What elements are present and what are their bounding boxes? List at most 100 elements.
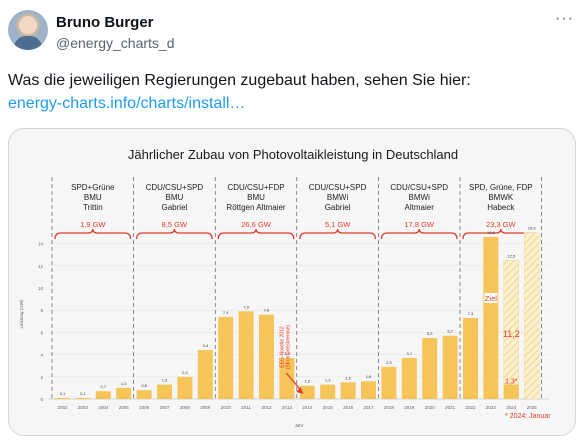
bar-value-label: 3,7: [407, 351, 413, 356]
gov-brace: [217, 228, 295, 240]
bar-value-label: 5,5: [427, 331, 433, 336]
bar-value-label: 12,5: [507, 253, 516, 258]
bar-value-label: 1,0: [121, 381, 127, 386]
x-tick-label: 2022: [465, 405, 476, 410]
eeg-annotation-line1: EEG-Novelle 2012: [279, 326, 285, 368]
avatar-shirt: [14, 36, 42, 50]
x-tick-label: 2005: [119, 405, 130, 410]
x-tick-label: 2006: [139, 405, 150, 410]
bar-value-label: 15,0: [528, 226, 537, 231]
y-tick-label: 12: [38, 264, 44, 269]
x-tick-label: 2002: [57, 405, 68, 410]
bar-value-label: 4,4: [203, 343, 209, 348]
gov-coalition: CDU/CSU+SPD: [390, 183, 448, 192]
data-bar: [463, 317, 478, 399]
bar-value-label: 2,9: [386, 360, 392, 365]
gov-total: 8,5 GW: [162, 220, 188, 229]
gov-brace: [54, 228, 132, 240]
x-tick-label: 2012: [261, 405, 272, 410]
bar-value-label: 1,3: [325, 378, 331, 383]
data-bar: [116, 387, 132, 399]
y-axis-label: Leistung (GW): [19, 299, 24, 329]
target-bar: [524, 232, 540, 400]
x-tick-label: 2021: [445, 405, 456, 410]
data-bar: [401, 357, 417, 399]
x-tick-label: 2025: [527, 405, 538, 410]
gov-coalition: CDU/CSU+SPD: [309, 183, 367, 192]
ziel-label: Ziel: [485, 294, 497, 303]
gov-ministers: Altmaier: [405, 203, 435, 212]
data-bar: [177, 376, 193, 399]
y-tick-label: 14: [38, 242, 44, 247]
y-tick-label: 4: [40, 353, 43, 358]
y-tick-label: 2: [40, 375, 43, 380]
data-bar: [197, 350, 213, 399]
gov-coalition: SPD, Grüne, FDP: [469, 183, 533, 192]
bar-value-label: 1,2: [305, 379, 311, 384]
chart-image-card[interactable]: Jährlicher Zubau von Photovoltaikleistun…: [8, 128, 576, 436]
gov-total: 23,3 GW: [486, 220, 517, 229]
data-bar: [483, 236, 499, 399]
eeg-annotation-line2: (Strompreisbremse): [285, 325, 291, 370]
bar-value-label: 7,4: [223, 310, 229, 315]
gov-ministry: BMWi: [409, 193, 431, 202]
bar-value-label: 0,7: [101, 384, 107, 389]
bar-value-label: 7,9: [243, 304, 249, 309]
gov-total: 1,9 GW: [80, 220, 106, 229]
data-bar: [238, 311, 254, 399]
bar-value-label: 5,7: [447, 329, 453, 334]
data-bar: [136, 390, 152, 399]
y-tick-label: 10: [38, 286, 44, 291]
bar-value-label: 2,0: [182, 370, 188, 375]
gov-coalition: SPD+Grüne: [71, 183, 115, 192]
actual-2024-label: 1,3*: [505, 379, 518, 386]
data-bar: [55, 397, 70, 399]
gov-brace: [299, 228, 377, 240]
data-bar: [279, 357, 295, 399]
x-tick-label: 2015: [323, 405, 334, 410]
gov-coalition: CDU/CSU+FDP: [227, 183, 284, 192]
bar-value-label: 7,6: [264, 308, 270, 313]
x-tick-label: 2007: [159, 405, 170, 410]
author-name[interactable]: Bruno Burger: [56, 14, 154, 31]
bar-value-label: 3,7: [284, 351, 290, 356]
data-bar: [259, 314, 274, 399]
data-bar: [299, 385, 315, 399]
gov-ministry: BMWK: [488, 193, 514, 202]
x-tick-label: 2008: [180, 405, 191, 410]
bar-value-label: 1,5: [345, 375, 351, 380]
gov-brace: [380, 228, 458, 240]
gov-ministry: BMU: [166, 193, 184, 202]
x-tick-label: 2003: [78, 405, 89, 410]
x-tick-label: 2010: [221, 405, 232, 410]
gov-ministers: Gabriel: [325, 203, 351, 212]
data-bar: [157, 384, 172, 399]
tweet-link[interactable]: energy-charts.info/charts/install…: [8, 95, 246, 112]
data-bar: [422, 337, 438, 399]
gov-ministers: Habeck: [487, 203, 515, 212]
eeg-arrow-head: [296, 387, 304, 394]
x-tick-label: 2018: [384, 405, 395, 410]
x-tick-label: 2004: [98, 405, 109, 410]
y-tick-label: 0: [40, 397, 43, 402]
gov-ministry: BMU: [84, 193, 102, 202]
bar-value-label: 0,1: [60, 391, 66, 396]
bar-value-label: 7,3: [468, 311, 474, 316]
data-bar: [75, 397, 91, 399]
author-handle[interactable]: @energy_charts_d: [56, 35, 175, 51]
more-dots-icon[interactable]: ···: [555, 10, 574, 27]
gov-ministers: Röttgen Altmaier: [226, 203, 285, 212]
x-tick-label: 2019: [404, 405, 415, 410]
author-avatar[interactable]: [8, 10, 48, 50]
bar-value-label: 14,6: [487, 230, 496, 235]
x-tick-label: 2014: [302, 405, 313, 410]
pv-chart: Jährlicher Zubau von Photovoltaikleistun…: [19, 147, 551, 428]
data-bar: [218, 316, 234, 399]
tweet-text: Was die jeweiligen Regierungen zugebaut …: [8, 72, 471, 89]
data-bar: [361, 381, 376, 399]
bar-value-label: 1,3: [162, 378, 168, 383]
ziel-value-label: 11,2: [503, 329, 520, 339]
y-tick-label: 6: [40, 330, 43, 335]
x-tick-label: 2023: [486, 405, 497, 410]
x-tick-label: 2009: [200, 405, 211, 410]
